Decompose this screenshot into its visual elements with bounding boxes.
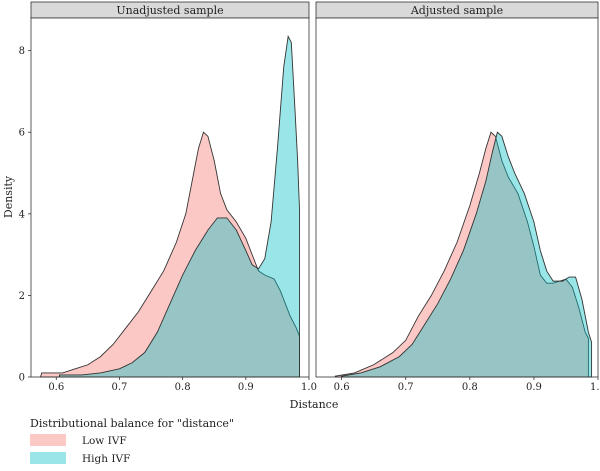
x-tick-label: 1.0 [590,382,600,393]
density-area-low-ivf [39,131,300,378]
x-tick-label: 0.8 [462,382,478,393]
y-tick-label: 4 [19,209,25,220]
x-tick-label: 0.9 [238,382,254,393]
legend-title: Distributional balance for "distance" [30,417,234,430]
x-axis-title: Distance [290,398,339,411]
y-tick-label: 6 [19,128,25,139]
y-tick-label: 8 [19,46,25,57]
panel-frame [30,17,310,378]
x-tick-label: 0.6 [48,382,64,393]
panel-frame [315,17,599,378]
legend-label-high-ivf: High IVF [82,453,130,465]
legend-key-low-ivf [30,434,66,446]
y-tick-label: 2 [19,291,25,302]
x-tick-label: 0.9 [526,382,542,393]
panel-title: Unadjusted sample [116,4,223,17]
x-tick-label: 0.7 [112,382,128,393]
panel-title: Adjusted sample [410,4,503,17]
x-tick-label: 0.7 [398,382,414,393]
density-area-high-ivf [341,131,593,378]
x-tick-label: 1.0 [301,382,317,393]
x-tick-label: 0.8 [175,382,191,393]
y-axis-title: Density [2,175,15,218]
y-tick-label: 0 [19,373,25,384]
legend-key-high-ivf [30,452,66,464]
density-area-high-ivf [58,34,300,378]
x-tick-label: 0.6 [334,382,350,393]
legend-label-low-ivf: Low IVF [82,435,127,447]
